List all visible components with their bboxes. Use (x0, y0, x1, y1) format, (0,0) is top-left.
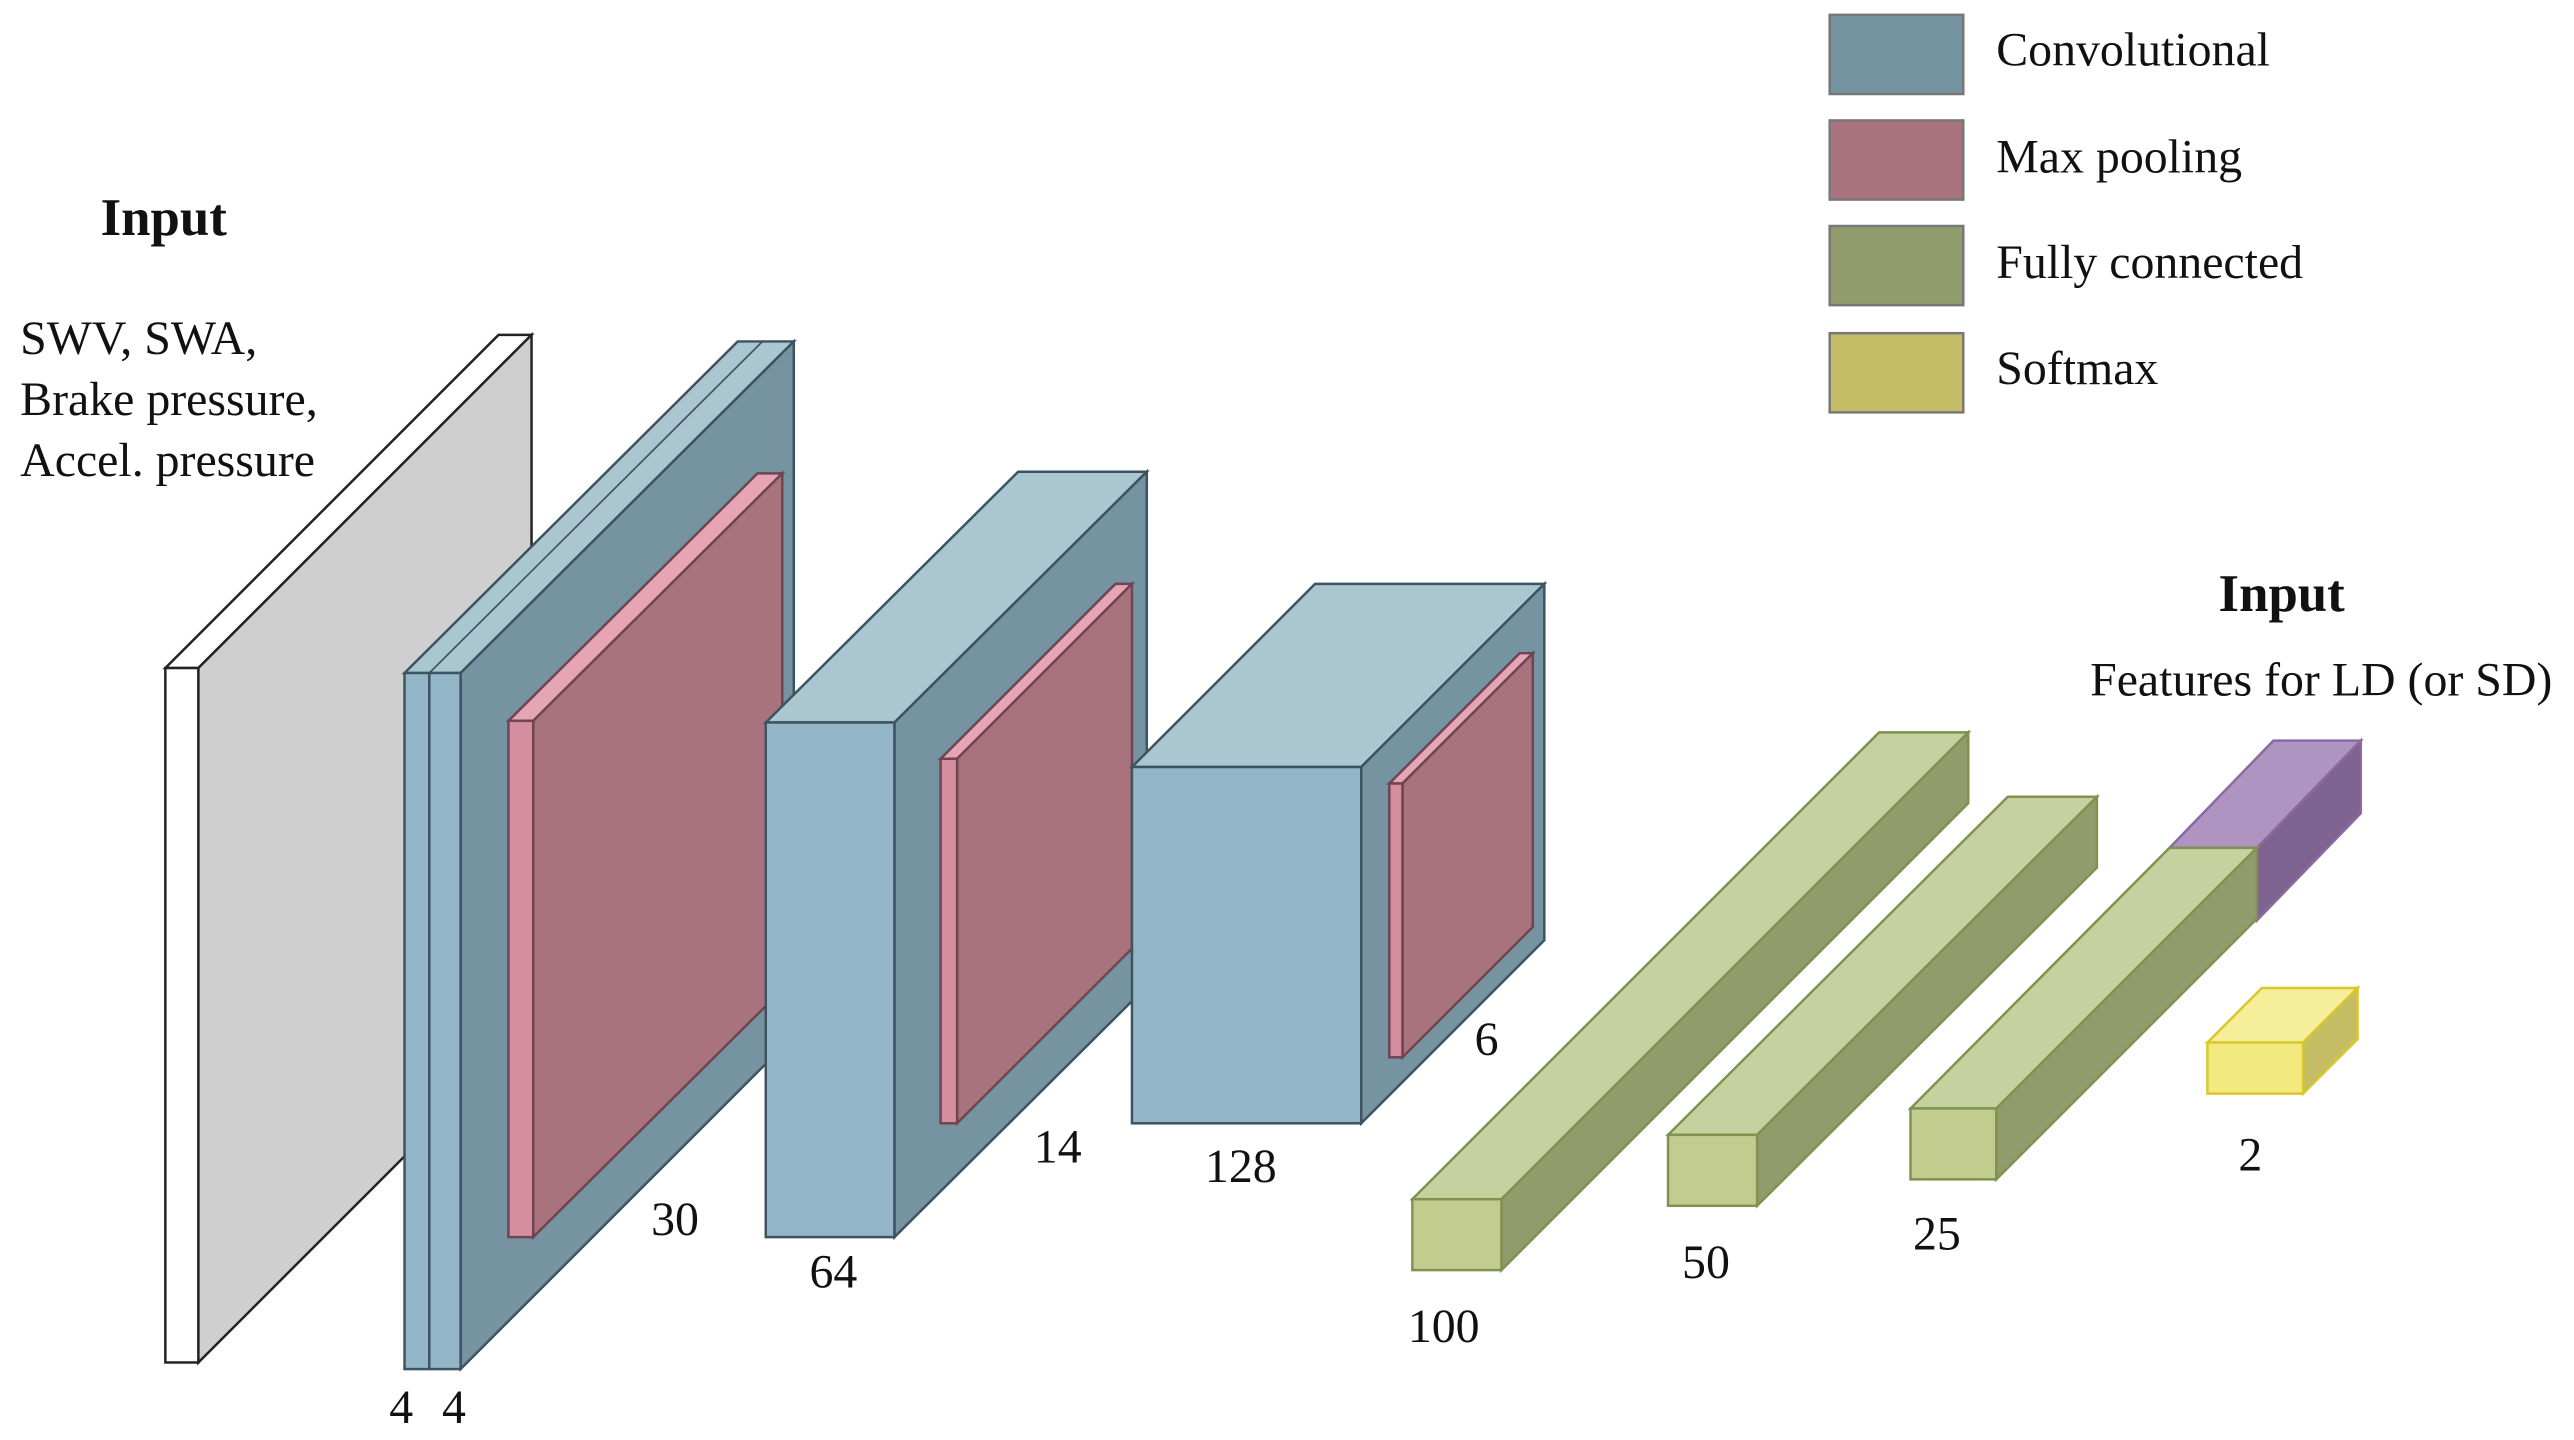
legend-label: Max pooling (1996, 131, 2242, 184)
dimension-label: 14 (1034, 1120, 1082, 1173)
dimension-label: 2 (2238, 1129, 2262, 1182)
legend-swatch (1828, 119, 1965, 201)
dimension-label: 30 (651, 1193, 699, 1246)
pool-layer-1 (505, 470, 786, 1241)
dimension-label: 50 (1682, 1236, 1730, 1289)
input-text: SWV, SWA, (20, 312, 257, 365)
pool-layer-3 (1386, 650, 1536, 1061)
dimension-label: 64 (809, 1246, 857, 1299)
dimension-label: 4 (389, 1381, 413, 1434)
input-text: Features for LD (or SD) (2090, 654, 2552, 707)
legend-label: Softmax (1996, 342, 2158, 395)
dimension-label: 128 (1205, 1140, 1277, 1193)
softmax-layer (2204, 985, 2361, 1097)
input-title: Input (101, 189, 228, 247)
dimension-label: 4 (442, 1381, 466, 1434)
input-text: Accel. pressure (20, 434, 315, 487)
legend-label: Convolutional (1996, 23, 2270, 76)
dimension-label: 25 (1913, 1208, 1961, 1261)
legend-swatch (1828, 331, 1965, 414)
legend-swatch (1828, 13, 1965, 96)
legend-swatch (1828, 224, 1965, 307)
pool-layer-2 (937, 580, 1135, 1127)
legend (1828, 13, 1965, 414)
fc-layer-50 (1665, 793, 2100, 1209)
dimension-label: 6 (1475, 1013, 1499, 1066)
input-title: Input (2219, 565, 2346, 623)
fc-layer-25 (1907, 844, 2260, 1183)
input-text: Brake pressure, (20, 373, 317, 426)
dimension-label: 100 (1408, 1300, 1480, 1353)
legend-label: Fully connected (1996, 236, 2303, 289)
fc-layer-100 (1409, 729, 1972, 1274)
